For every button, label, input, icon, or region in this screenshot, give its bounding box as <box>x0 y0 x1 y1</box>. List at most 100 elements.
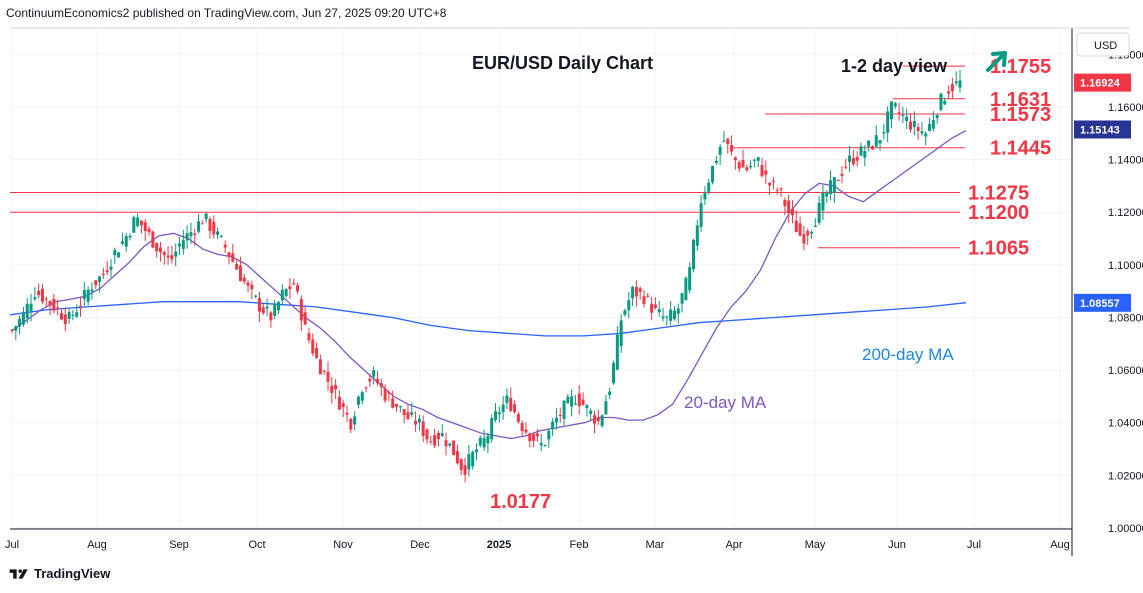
candle-body <box>474 449 478 453</box>
candle-body <box>490 418 494 440</box>
candle-body <box>216 231 220 235</box>
candle-body <box>771 180 775 182</box>
candle-body <box>257 298 261 312</box>
ma200-badge <box>1074 293 1131 312</box>
candle <box>889 101 893 129</box>
candle <box>779 187 783 197</box>
candle-body <box>482 437 486 448</box>
chart-labels: 1.17551.16311.15731.14451.12751.12001.10… <box>472 51 1051 513</box>
arrow-shaft <box>986 52 1006 72</box>
x-tick-label: Sep <box>169 539 189 551</box>
candle-body <box>395 403 399 407</box>
candle-body <box>737 162 741 169</box>
candle-body <box>867 140 871 147</box>
candle <box>554 408 558 430</box>
candle <box>345 405 349 423</box>
candle <box>532 433 536 448</box>
ma200-line <box>9 301 967 337</box>
candle-body <box>299 299 303 321</box>
candle-body <box>219 235 223 237</box>
candle <box>928 117 932 132</box>
candle <box>650 297 654 321</box>
tradingview-footer[interactable]: TradingView <box>8 566 110 581</box>
candle-body <box>954 81 958 84</box>
candle <box>467 444 471 477</box>
candle <box>113 247 117 264</box>
candle-body <box>848 155 852 162</box>
candle-body <box>543 444 547 446</box>
candle-body <box>398 406 402 408</box>
x-tick-label: Apr <box>725 539 742 551</box>
candle <box>573 395 577 406</box>
candle-body <box>619 320 623 347</box>
candle-body <box>459 459 463 470</box>
candle-body <box>695 225 699 246</box>
candle-body <box>18 318 22 327</box>
candle-body <box>463 465 467 475</box>
candle-body <box>212 221 216 235</box>
candle-body <box>448 443 452 446</box>
ma200-label: 200-day MA <box>862 345 954 364</box>
candle-body <box>790 208 794 216</box>
candle-body <box>360 392 364 401</box>
candle <box>147 225 151 236</box>
level-label: 1.1275 <box>968 182 1029 204</box>
candle <box>859 142 863 157</box>
candle-body <box>958 80 962 88</box>
candle <box>200 220 204 225</box>
chart-title: EUR/USD Daily Chart <box>472 53 653 73</box>
candle <box>14 325 18 340</box>
x-tick-label: Jul <box>5 539 19 551</box>
y-tick-label: 1.06000 <box>1108 365 1143 377</box>
candle <box>227 251 231 265</box>
candle <box>783 197 787 216</box>
candle-body <box>337 396 341 410</box>
candle-body <box>494 411 498 421</box>
candle <box>387 390 391 402</box>
candle <box>501 395 505 420</box>
candle-body <box>909 121 913 130</box>
candle-body <box>269 312 273 321</box>
candle <box>136 213 140 228</box>
candle-body <box>33 297 37 300</box>
candle <box>535 429 539 442</box>
ma20-badge <box>1074 120 1131 139</box>
candle <box>513 400 517 414</box>
candle-body <box>699 203 703 227</box>
candle <box>612 360 616 385</box>
candle-body <box>303 312 307 325</box>
candle-body <box>889 101 893 120</box>
candle-body <box>29 303 33 312</box>
candle <box>433 428 437 449</box>
candle-body <box>924 133 928 137</box>
candle <box>18 315 22 335</box>
candle <box>204 213 208 224</box>
candle <box>558 407 562 423</box>
candle <box>414 411 418 432</box>
candle-body <box>558 414 562 416</box>
candle <box>189 222 193 244</box>
candle-body <box>775 189 779 191</box>
candle-body <box>345 412 349 415</box>
candle <box>174 243 178 267</box>
candle <box>730 135 734 156</box>
candle-body <box>684 277 688 301</box>
candle <box>197 214 201 234</box>
candle-body <box>105 270 109 273</box>
candle-body <box>265 306 269 309</box>
candle-body <box>939 93 943 110</box>
candle <box>181 229 185 255</box>
candle-body <box>330 385 334 393</box>
candle-body <box>631 286 635 299</box>
candle-body <box>10 329 14 331</box>
candle-body <box>513 404 517 413</box>
candle <box>749 160 753 170</box>
candle-body <box>307 333 311 341</box>
candle <box>486 432 490 454</box>
candle <box>162 250 166 265</box>
candle-body <box>227 252 231 257</box>
candle-body <box>947 91 951 94</box>
candle-body <box>318 359 322 375</box>
candle <box>288 278 292 299</box>
